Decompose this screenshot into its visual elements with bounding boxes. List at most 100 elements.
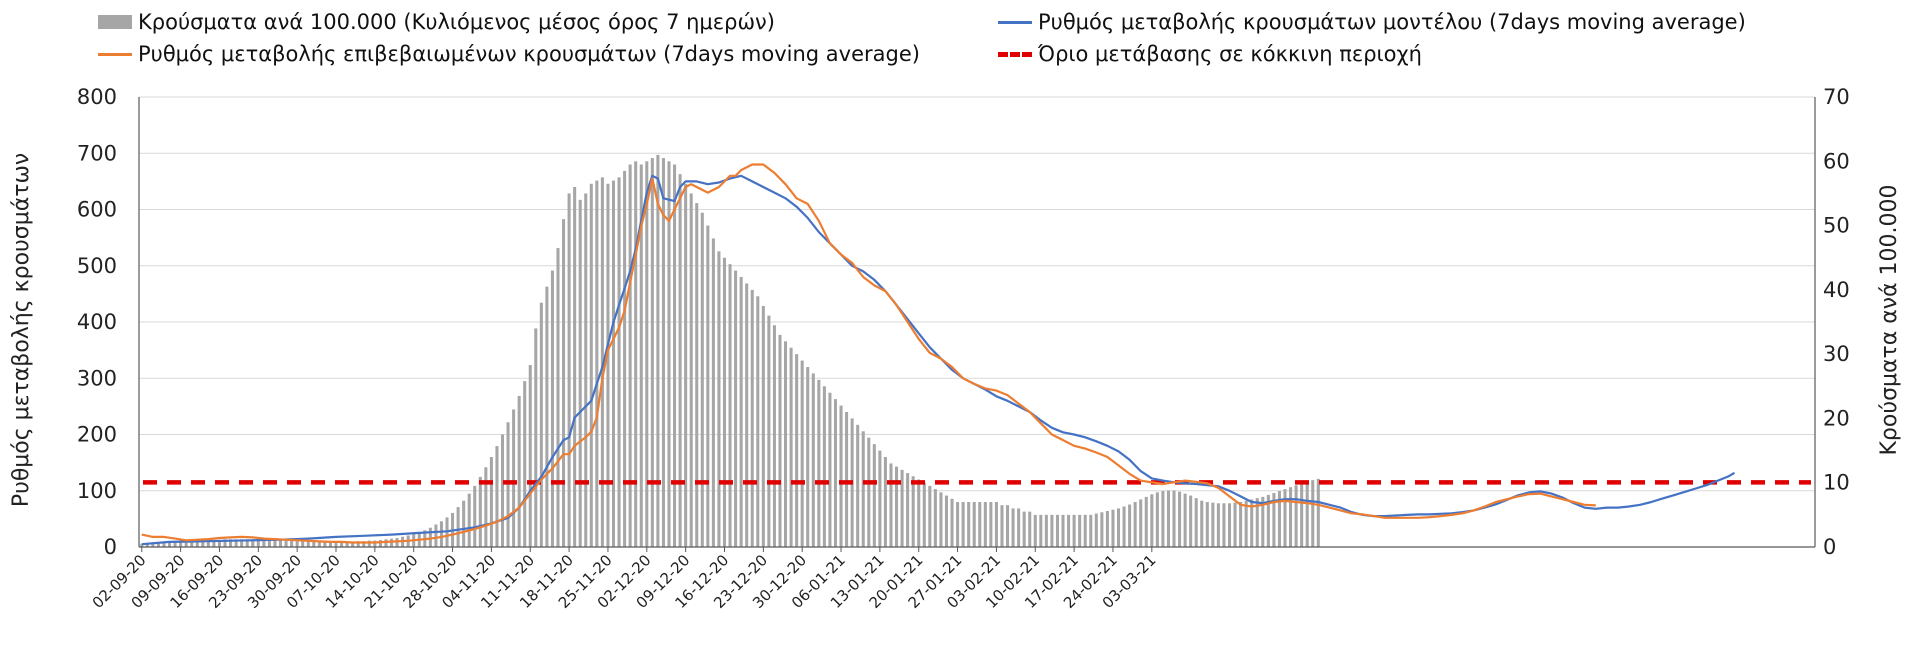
bar [212,539,216,547]
y-tick-label-left: 0 [104,535,117,559]
bar [550,270,554,547]
bar [328,541,332,547]
bar [1189,495,1193,547]
bar [922,482,926,547]
bar [173,541,177,547]
bar [994,502,998,547]
bar [251,539,255,547]
bar [306,541,310,547]
bar [956,502,960,547]
bar [650,158,654,547]
bar [589,183,593,548]
y-tick-label-right: 10 [1823,471,1850,495]
y-tick-label-left: 400 [77,310,117,334]
bar [517,395,521,547]
bar [1305,481,1309,547]
bar [340,541,344,547]
y-tick-label-left: 800 [77,85,117,109]
bar [717,251,721,548]
bar [772,325,776,547]
y-tick-label-left: 700 [77,141,117,165]
bar [506,422,510,547]
bar [1100,512,1104,547]
bar [1017,508,1021,547]
bar [623,170,627,547]
bar [1272,493,1276,547]
y-tick-label-left: 600 [77,198,117,222]
y-tick-label-right: 50 [1823,214,1850,238]
bar [1155,492,1159,547]
bar [695,203,699,547]
y-axis-label-right: Κρούσματα ανά 100.000 [1877,184,1902,455]
bar [234,539,238,547]
bar [1067,514,1071,547]
series-line [141,163,1596,544]
bar [617,177,621,548]
bar [323,541,327,547]
bar [872,444,876,547]
bar [384,539,388,547]
legend-item-threshold: Όριο μετάβασης σε κόκκινη περιοχή [998,42,1422,66]
legend-item-confirmed: Ρυθμός μεταβολής επιβεβαιωμένων κρουσμάτ… [98,42,920,66]
bar [1078,514,1082,547]
bar [140,543,144,547]
bar [911,476,915,547]
bar [933,489,937,547]
bar [750,289,754,547]
bar [295,541,299,547]
bar [334,541,338,547]
bar [1194,498,1198,547]
bar [817,379,821,547]
bar [972,502,976,547]
bar [1161,491,1165,547]
bar [301,541,305,547]
bar [917,479,921,547]
bar [1072,514,1076,547]
bar [1183,493,1187,547]
bar [656,154,660,548]
bar [195,540,199,547]
bar [639,164,643,547]
bar [156,542,160,547]
legend-label-confirmed: Ρυθμός μεταβολής επιβεβαιωμένων κρουσμάτ… [138,42,920,66]
bar [745,283,749,547]
bar [367,540,371,547]
bar [667,161,671,548]
bar [484,467,488,547]
bar [1233,502,1237,547]
bar [678,174,682,547]
bar [1083,514,1087,547]
bar [240,539,244,547]
y-tick-label-right: 20 [1823,406,1850,430]
bar [1239,502,1243,547]
bar [1294,485,1298,547]
y-tick-label-right: 60 [1823,149,1850,173]
bar [1316,478,1320,547]
bar [362,541,366,547]
bar [1094,513,1098,547]
bar [795,354,799,547]
bar [806,367,810,547]
bar [245,539,249,547]
bar [889,463,893,547]
bar [256,539,260,547]
bar [1116,508,1121,547]
bar [356,541,360,547]
line-series [141,163,1736,546]
legend-label-threshold: Όριο μετάβασης σε κόκκινη περιοχή [1038,42,1422,66]
bar [1033,514,1037,547]
bar [467,493,471,547]
bar [839,405,843,547]
bar [833,399,838,547]
bar [312,541,316,547]
bar [290,540,294,547]
bar [1128,504,1132,547]
legend-label-bars: Κρούσματα ανά 100.000 (Κυλιόμενος μέσος … [138,10,775,34]
legend-swatch-confirmed [98,52,132,56]
bar [1250,499,1254,547]
legend-swatch-threshold [998,51,1032,57]
bar [1105,511,1109,547]
bar [1011,508,1015,547]
bar [1178,491,1182,547]
bar [1006,505,1010,547]
